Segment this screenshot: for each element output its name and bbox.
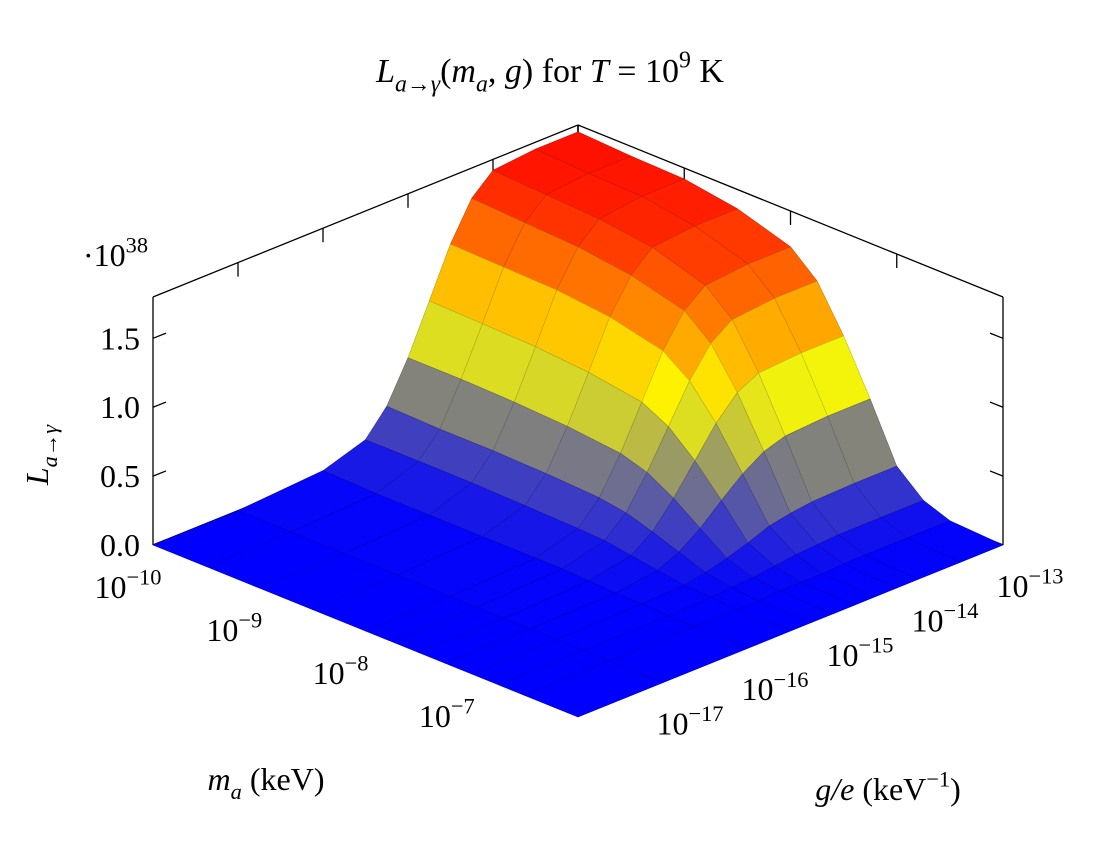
chart-title-part: a→γ <box>395 72 441 98</box>
chart-title-part: K <box>691 53 725 90</box>
x-tick-label-part: 10 <box>419 698 451 734</box>
x-axis-label: ma (keV) <box>208 761 325 804</box>
z-tick-mark <box>152 401 167 408</box>
y-tick-label: 10−16 <box>741 667 808 707</box>
y-tick-label: 10−14 <box>911 598 978 638</box>
z-tick-mark <box>989 470 1004 477</box>
y-tick-label-part: −13 <box>1028 564 1063 589</box>
chart-title-part: L <box>375 53 395 90</box>
y-tick-label-part: −14 <box>943 598 978 623</box>
x-tick-label: 10−8 <box>313 651 369 691</box>
y-tick-label: 10−15 <box>826 632 893 672</box>
z-tick-mark <box>152 470 167 477</box>
y-axis-label: g/e (keV−1) <box>815 767 961 807</box>
chart-title-part: m <box>451 53 476 90</box>
z-tick-label: 0.0 <box>100 527 140 563</box>
chart-title-part: T <box>590 53 611 90</box>
x-tick-label: 10−9 <box>206 608 262 648</box>
y-tick-label: 10−13 <box>996 564 1063 604</box>
x-tick-label-part: 10 <box>94 569 126 605</box>
x-tick-label-part: 10 <box>206 612 238 648</box>
y-tick-label-part: −17 <box>688 701 723 726</box>
y-tick-label-part: −16 <box>773 667 808 692</box>
x-axis-label-part: m <box>208 761 231 797</box>
z-tick-mark <box>989 332 1004 339</box>
chart-title-part: a <box>476 72 488 98</box>
z-tick-mark <box>152 332 167 339</box>
y-axis-label-part: (keV <box>854 771 926 807</box>
chart-title-part: = 10 <box>609 53 679 90</box>
x-axis-label-part: (keV) <box>242 761 325 797</box>
y-tick-label-part: 10 <box>911 602 943 638</box>
box-edge <box>152 124 579 298</box>
x-axis-label-part: a <box>231 779 242 804</box>
y-tick-label-part: 10 <box>996 568 1028 604</box>
y-tick-label-part: 10 <box>656 706 688 742</box>
z-tick-label: 1.0 <box>100 389 140 425</box>
x-tick-label-part: −8 <box>345 651 369 676</box>
y-axis-label-part: ) <box>950 771 961 807</box>
z-multiplier-part: 38 <box>126 233 148 258</box>
x-tick-label-part: −10 <box>126 565 161 590</box>
y-tick-label-part: −15 <box>858 632 893 657</box>
z-multiplier: ·1038 <box>83 233 148 273</box>
z-axis-label-part: a→γ <box>37 424 62 468</box>
x-tick-label-part: −7 <box>451 694 475 719</box>
z-tick-label: 1.5 <box>100 320 140 356</box>
chart-title-part: , <box>488 53 505 90</box>
y-tick-label-part: 10 <box>741 671 773 707</box>
x-tick-label: 10−10 <box>94 565 161 605</box>
z-tick-mark <box>989 401 1004 408</box>
chart-title-part: ( <box>440 53 451 90</box>
surface-patch <box>524 660 664 718</box>
y-tick-label-part: 10 <box>826 637 858 673</box>
y-axis-label-part: g/e <box>815 771 854 807</box>
y-tick-label: 10−17 <box>656 701 723 741</box>
y-axis-label-part: −1 <box>926 767 950 792</box>
z-multiplier-part: ·10 <box>83 237 126 273</box>
chart-title-part: g <box>505 53 522 90</box>
z-axis-label: La→γ <box>19 424 62 486</box>
chart-title-part: 9 <box>679 48 691 74</box>
z-tick-label: 0.5 <box>100 458 140 494</box>
chart-title: La→γ(ma, g) for T = 109 K <box>375 48 724 98</box>
x-tick-label: 10−7 <box>419 694 475 734</box>
x-tick-label-part: 10 <box>313 655 345 691</box>
z-axis-label-part: L <box>19 467 55 486</box>
x-tick-label-part: −9 <box>238 608 262 633</box>
chart-title-part: ) for <box>522 53 590 90</box>
